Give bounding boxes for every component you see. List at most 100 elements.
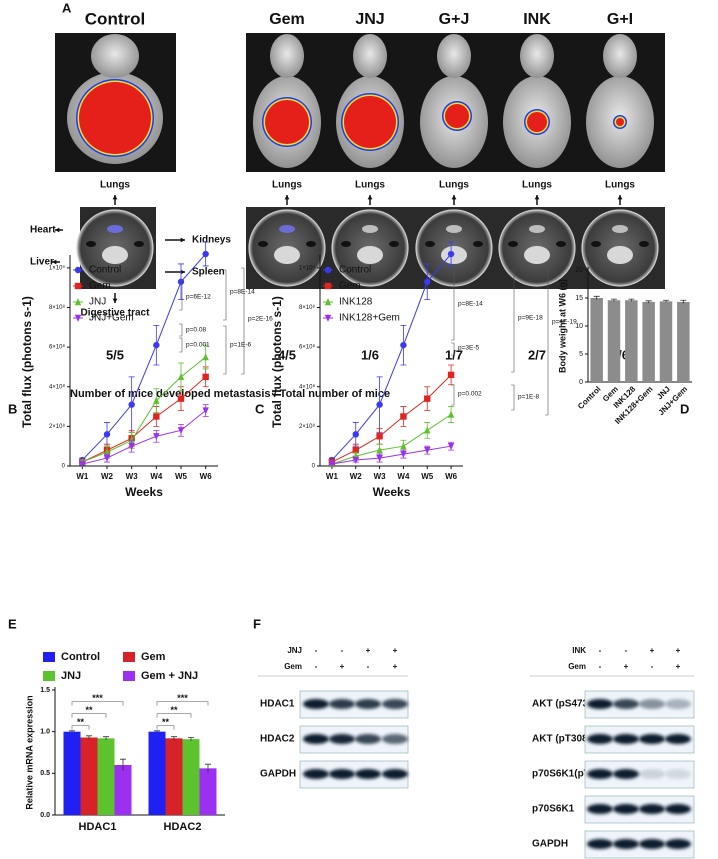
treatment-label: Gem (284, 662, 302, 671)
point (400, 450, 407, 458)
treatment-sign: - (315, 662, 318, 671)
error-bar (628, 298, 635, 302)
bracket (179, 323, 183, 337)
x-tick-label: W4 (397, 472, 410, 481)
y-tick-label: 1×10⁹ (49, 264, 66, 271)
series-line (331, 374, 452, 463)
point (424, 426, 431, 434)
y-tick-label: 2×10⁸ (299, 423, 316, 430)
legend-label: Control (339, 265, 371, 276)
legend-label: Gem (339, 281, 361, 292)
y-tick-label: 1×10⁹ (299, 264, 316, 271)
point (424, 278, 431, 285)
legend-label: INK128+Gem (339, 313, 400, 324)
organ (102, 246, 128, 264)
bar (114, 765, 132, 815)
band (665, 769, 691, 779)
point (376, 454, 383, 462)
significance: ** (77, 717, 85, 727)
x-tick-label: W3 (374, 472, 387, 481)
x-tick-label: W5 (421, 472, 434, 481)
legend-label: Gem (141, 651, 166, 663)
band (613, 699, 639, 709)
band (329, 734, 355, 744)
organ (279, 225, 295, 233)
blot-label: p70S6K1 (532, 804, 575, 815)
treatment-sign: - (625, 646, 628, 655)
blot-label: AKT (pT308) (532, 734, 591, 745)
bar (182, 739, 200, 815)
point (103, 431, 111, 438)
organ (591, 241, 601, 247)
p-value: p=0.001 (186, 342, 210, 349)
error-bar (154, 730, 160, 733)
y-tick-label: 8×10⁸ (299, 304, 316, 311)
point (202, 250, 209, 258)
point (400, 341, 407, 349)
point (376, 433, 383, 440)
x-tick-label: W2 (350, 472, 363, 481)
error-bar (680, 299, 687, 304)
lungs-label: Lungs (355, 180, 385, 191)
arrow-head (534, 195, 540, 200)
y-tick-label: 6×10⁸ (49, 344, 66, 351)
point (400, 413, 407, 420)
band (665, 839, 691, 849)
bracket (451, 384, 455, 406)
y-tick-label: 0.0 (40, 812, 50, 819)
bracket (511, 384, 515, 411)
x-tick-label: W4 (150, 472, 163, 481)
p-value: p=1E-8 (518, 394, 540, 401)
band (303, 734, 329, 744)
p-value: p=8E-14 (230, 289, 255, 296)
blot-label: AKT (pS473) (532, 699, 591, 710)
lungs-label: Lungs (522, 180, 552, 191)
p-value: p=1E-6 (230, 342, 252, 349)
p-value: p=3E-5 (458, 345, 480, 352)
x-tick-label: HDAC1 (79, 821, 117, 833)
band (613, 839, 639, 849)
y-tick-label: 5 (579, 351, 583, 358)
error-bar (69, 730, 75, 733)
point (352, 446, 359, 454)
band (329, 699, 355, 709)
treatment-label: JNJ (287, 646, 302, 655)
bracket (511, 269, 515, 373)
treatment-sign: + (676, 646, 681, 655)
legend-label: Gem (89, 281, 111, 292)
organ (134, 241, 144, 247)
legend-label: Gem + JNJ (141, 670, 198, 682)
p-value: p=9E-18 (518, 315, 543, 322)
blot-label: p70S6K1(pT389) (532, 769, 610, 780)
organ (362, 225, 378, 233)
signal (616, 118, 624, 126)
series-line (82, 356, 206, 463)
point (153, 413, 160, 420)
x-tick-label: Control (576, 385, 602, 411)
bar (659, 301, 673, 382)
sig-bracket (156, 701, 209, 706)
bar (625, 300, 638, 382)
series-line (82, 376, 206, 463)
band (665, 734, 691, 744)
error-bar (171, 736, 177, 740)
signal (79, 82, 151, 154)
band (382, 699, 408, 709)
legend-swatch (43, 652, 55, 662)
lungs-label: Lungs (272, 180, 302, 191)
significance: ** (162, 717, 170, 727)
band (382, 734, 408, 744)
band (355, 769, 381, 779)
organ-label: Heart (30, 225, 56, 236)
bracket (545, 267, 549, 416)
error-bar (663, 299, 669, 303)
p-value: p=8E-14 (458, 301, 483, 308)
bracket (179, 337, 183, 353)
arrow-head (52, 259, 57, 265)
y-axis-label: Body weight at W6 (g) (557, 279, 567, 373)
group-label: G+I (607, 11, 633, 28)
organ (86, 241, 96, 247)
point (202, 353, 209, 361)
band (587, 699, 613, 709)
